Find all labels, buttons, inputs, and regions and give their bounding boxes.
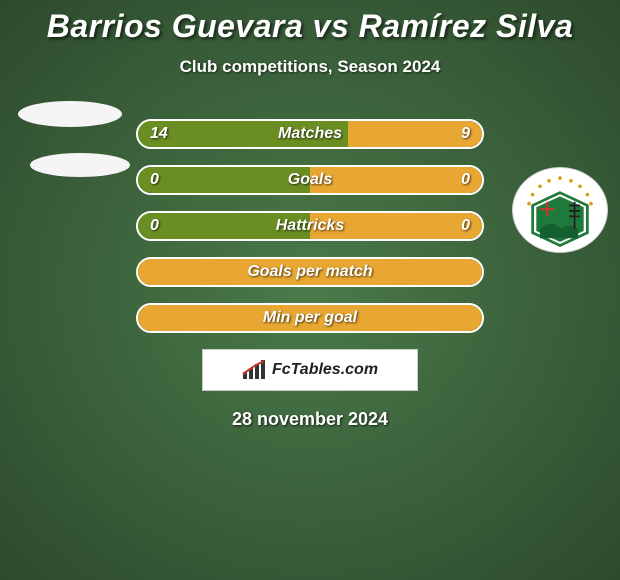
watermark-text: FcTables.com bbox=[272, 361, 378, 379]
stat-row: Goals0 0 bbox=[136, 165, 484, 195]
stat-label: Matches bbox=[138, 121, 482, 147]
stat-row: Goals per match bbox=[136, 257, 484, 287]
stat-label: Goals bbox=[138, 167, 482, 193]
bar-chart-icon bbox=[242, 360, 268, 380]
player-right-badge bbox=[510, 167, 610, 267]
watermark-box: FcTables.com bbox=[202, 349, 418, 391]
stat-label: Hattricks bbox=[138, 213, 482, 239]
player-left-badge bbox=[10, 101, 110, 201]
stat-row: Min per goal bbox=[136, 303, 484, 333]
placeholder-ellipse bbox=[30, 153, 130, 177]
stat-label: Goals per match bbox=[138, 259, 482, 285]
stat-label: Min per goal bbox=[138, 305, 482, 331]
placeholder-ellipse bbox=[18, 101, 122, 127]
stat-value-right: 0 bbox=[461, 213, 470, 239]
stat-row: Hattricks0 0 bbox=[136, 211, 484, 241]
comparison-title: Barrios Guevara vs Ramírez Silva bbox=[0, 0, 620, 45]
comparison-subtitle: Club competitions, Season 2024 bbox=[0, 57, 620, 77]
stat-value-left: 14 bbox=[150, 121, 168, 147]
snapshot-date: 28 november 2024 bbox=[0, 409, 620, 430]
stat-value-left: 0 bbox=[150, 213, 159, 239]
stat-value-right: 0 bbox=[461, 167, 470, 193]
stat-value-left: 0 bbox=[150, 167, 159, 193]
stat-value-right: 9 bbox=[461, 121, 470, 147]
stat-row: Matches14 9 bbox=[136, 119, 484, 149]
stats-area: Matches149Goals00Hattricks00Goals per ma… bbox=[0, 119, 620, 333]
club-logo-icon bbox=[512, 167, 608, 253]
